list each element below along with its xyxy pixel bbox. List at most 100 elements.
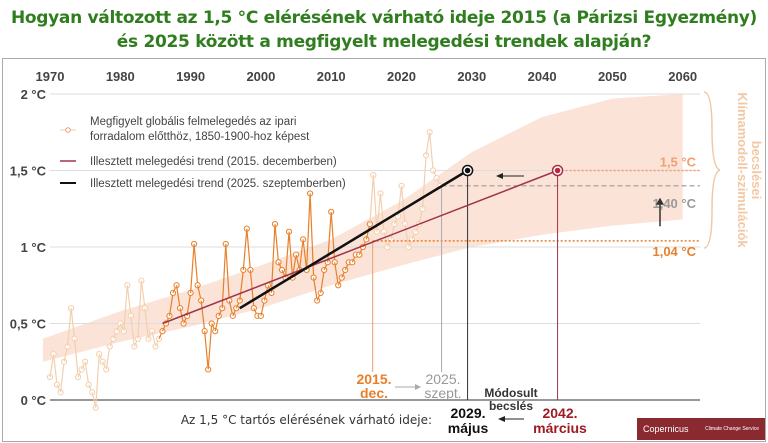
observed-segment xyxy=(175,285,181,309)
x-tick-label: 1980 xyxy=(106,69,135,84)
observed-segment xyxy=(207,323,213,370)
label-2042-a: 2042. xyxy=(542,405,577,421)
observed-segment xyxy=(52,354,58,385)
observed-segment xyxy=(144,308,150,339)
label-modified-b: becslés xyxy=(489,399,533,413)
observed-segment xyxy=(305,193,311,270)
observed-segment xyxy=(70,308,76,339)
title-line-2: és 2025 között a megfigyelt melegedési t… xyxy=(116,32,652,52)
label-2029-a: 2029. xyxy=(450,405,485,421)
marker-2029-dot xyxy=(464,167,471,174)
observed-segment xyxy=(126,285,132,316)
observed-segment xyxy=(137,280,142,339)
observed-point xyxy=(159,328,166,335)
up-arrow-head xyxy=(656,197,664,205)
observed-segment xyxy=(140,280,146,309)
x-tick-label: 2010 xyxy=(317,69,346,84)
label-1-5: 1,5 °C xyxy=(660,155,697,170)
arrow-2015-2025-head xyxy=(415,384,421,390)
observed-segment xyxy=(186,292,192,316)
observed-segment xyxy=(168,292,174,316)
observed-segment xyxy=(313,277,318,301)
title-line-1: Hogyan változott az 1,5 °C elérésének vá… xyxy=(10,8,758,28)
observed-segment xyxy=(74,338,79,378)
label-2015-a: 2015. xyxy=(356,371,391,387)
legend-observed-1: Megfigyelt globális felmelegedés az ipar… xyxy=(90,116,296,128)
observed-segment xyxy=(204,331,209,370)
observed-segment xyxy=(302,239,308,271)
observed-segment xyxy=(429,132,434,171)
legend-observed-2: forradalom előtthöz, 1850-1900-hoz képes… xyxy=(90,131,310,143)
x-tick-label: 2050 xyxy=(598,69,627,84)
model-band xyxy=(42,94,683,362)
observed-segment xyxy=(372,175,378,232)
observed-segment xyxy=(190,243,195,293)
label-2029-b: május xyxy=(448,420,489,436)
observed-segment xyxy=(404,223,410,248)
observed-segment xyxy=(298,239,304,271)
y-tick-label: 1,5 °C xyxy=(10,164,47,179)
x-tick-label: 1970 xyxy=(36,69,65,84)
y-tick-label: 0,5 °C xyxy=(10,317,47,332)
observed-segment xyxy=(320,269,325,293)
observed-segment xyxy=(421,155,427,209)
observed-segment xyxy=(379,193,385,232)
x-tick-label: 2020 xyxy=(387,69,416,84)
observed-segment xyxy=(291,254,297,278)
observed-segment xyxy=(284,231,290,278)
legend-trend2015: Illesztett melegedési trend (2015. decem… xyxy=(90,156,337,168)
observed-segment xyxy=(59,361,65,393)
observed-segment xyxy=(330,211,336,263)
left-arrow-head xyxy=(496,173,503,179)
observed-segment xyxy=(49,354,55,378)
observed-segment xyxy=(400,185,406,225)
label-modified-a: Módosult xyxy=(484,386,537,400)
y-tick-label: 2 °C xyxy=(21,87,47,102)
chart-frame xyxy=(2,58,766,442)
observed-segment xyxy=(239,269,244,301)
copernicus-logo: Copernicus Climate Change Service xyxy=(637,418,765,440)
observed-segment xyxy=(225,243,230,301)
x-tick-label: 2000 xyxy=(246,69,275,84)
marker-2042-dot xyxy=(554,167,561,174)
label-1-04: 1,04 °C xyxy=(652,244,696,259)
bottom-label: Az 1,5 °C tartós elérésének várható idej… xyxy=(181,413,432,427)
brace xyxy=(703,91,721,249)
observed-segment xyxy=(193,243,199,286)
label-2025-a: 2025. xyxy=(425,371,460,387)
logo-c3s: Climate Change Service xyxy=(705,426,759,432)
observed-segment xyxy=(200,300,206,332)
x-tick-label: 2040 xyxy=(528,69,557,84)
observed-segment xyxy=(221,243,227,309)
observed-segment xyxy=(123,285,128,332)
observed-segment xyxy=(425,132,431,156)
observed-segment xyxy=(95,354,100,408)
observed-segment xyxy=(274,223,280,263)
observed-segment xyxy=(130,315,135,347)
klima-label-2: becslései xyxy=(749,141,764,200)
observed-point xyxy=(233,305,240,312)
x-tick-label: 2030 xyxy=(457,69,486,84)
observed-point xyxy=(131,343,138,350)
observed-segment xyxy=(105,346,111,370)
chart-title: Hogyan változott az 1,5 °C elérésének vá… xyxy=(0,6,768,54)
observed-point xyxy=(145,335,152,342)
x-tick-label: 2060 xyxy=(668,69,697,84)
y-tick-label: 1 °C xyxy=(21,240,47,255)
klima-label-1: Klímamodell-szimulációk xyxy=(735,92,750,248)
observed-segment xyxy=(66,308,72,347)
trend-line-trend2015 xyxy=(162,169,558,325)
observed-segment xyxy=(242,228,248,271)
legend-trend2025: Illesztett melegedési trend (2025. szept… xyxy=(90,178,346,190)
label-2042-b: március xyxy=(533,420,587,436)
x-tick-label: 1990 xyxy=(176,69,205,84)
logo-copernicus: Copernicus xyxy=(643,424,689,434)
observed-point xyxy=(152,343,159,350)
label-2025-b: szept. xyxy=(424,385,461,401)
legend-observed-marker xyxy=(65,127,71,133)
arrow-modified-head xyxy=(498,416,505,422)
y-tick-label: 0 °C xyxy=(21,393,47,408)
observed-segment xyxy=(369,175,374,225)
trend-line-trend2025 xyxy=(239,169,469,310)
